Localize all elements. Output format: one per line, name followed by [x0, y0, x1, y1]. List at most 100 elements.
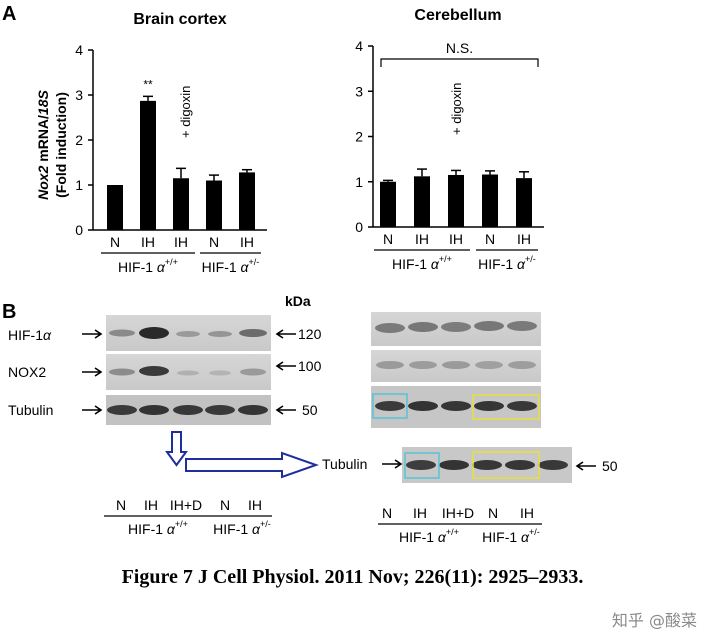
- blot-tubulin-extra: [402, 447, 572, 483]
- group-label: HIF-1 α+/+: [392, 254, 452, 272]
- category-label: N: [383, 231, 393, 247]
- alpha-glyph: α: [163, 521, 176, 537]
- band: [205, 405, 235, 415]
- group-sup: +/+: [439, 254, 452, 264]
- arrow-extra-right: [575, 461, 596, 471]
- lane-label: IH+D: [442, 505, 474, 521]
- y-tick-label: 2: [75, 132, 83, 148]
- watermark: 知乎 @酸菜: [611, 611, 697, 630]
- group-label-text: HIF-1: [392, 256, 427, 272]
- lane-group-text: HIF-1: [399, 529, 434, 545]
- lane-group-label: HIF-1 α+/+: [128, 519, 188, 537]
- group-label: HIF-1 α+/-: [202, 257, 260, 275]
- alpha-glyph: α: [153, 259, 166, 275]
- category-label: IH: [449, 231, 463, 247]
- group-label: HIF-1 α+/+: [118, 257, 178, 275]
- row-label-nox2: NOX2: [8, 364, 46, 380]
- panel-b-label: B: [2, 301, 16, 323]
- y-tick-label: 1: [355, 174, 363, 190]
- lane-label: IH: [144, 497, 158, 513]
- figure-7: A Brain cortex Nox2 mRNA/18S (Fold induc…: [2, 3, 618, 545]
- alpha-glyph: α: [43, 327, 52, 343]
- arrow-kda-120: [275, 329, 296, 339]
- lane-group-sup: +/+: [446, 527, 459, 537]
- highlight-box-cyan-2: [404, 452, 440, 479]
- extra-tubulin-label: Tubulin: [322, 456, 367, 472]
- chart-brain-cortex: Brain cortex Nox2 mRNA/18S (Fold inducti…: [35, 11, 267, 275]
- band: [474, 321, 504, 331]
- y-tick-label: 3: [355, 83, 363, 99]
- alpha-glyph: α: [513, 256, 526, 272]
- lane-label: N: [382, 505, 392, 521]
- y-label-mrna: mRNA/: [35, 115, 51, 166]
- hollow-arrow-down: [165, 431, 188, 467]
- band: [472, 460, 502, 470]
- band: [538, 460, 568, 470]
- ns-label: N.S.: [446, 40, 473, 56]
- lane-label: N: [116, 497, 126, 513]
- lane-label: IH: [413, 505, 427, 521]
- band: [505, 460, 535, 470]
- group-label-text: HIF-1: [202, 259, 237, 275]
- y-tick-label: 0: [355, 219, 363, 235]
- y-axis-label2-cortex: (Fold induction): [53, 92, 69, 198]
- y-axis-label-cortex: Nox2 mRNA/18S: [35, 89, 51, 199]
- bar: [173, 178, 189, 230]
- highlight-box-yellow-2: [472, 451, 540, 479]
- lane-group-label: HIF-1 α+/+: [399, 527, 459, 545]
- category-label: N: [209, 234, 219, 250]
- highlight-box-cyan: [372, 393, 408, 419]
- treatment-label: + digoxin: [178, 86, 193, 138]
- figure-caption: Figure 7 J Cell Physiol. 2011 Nov; 226(1…: [121, 566, 584, 588]
- category-label: IH: [240, 234, 254, 250]
- arrow-extra-left: [382, 459, 403, 469]
- band: [208, 331, 232, 337]
- y-tick-label: 4: [355, 38, 363, 54]
- lane-label: IH: [520, 505, 534, 521]
- group-label: HIF-1 α+/-: [478, 254, 536, 272]
- significance-marker: **: [143, 77, 153, 91]
- chart-title-cortex: Brain cortex: [133, 11, 226, 28]
- kda-50: 50: [302, 402, 318, 418]
- group-sup: +/-: [525, 254, 536, 264]
- band: [109, 329, 135, 337]
- band: [408, 401, 438, 411]
- band: [177, 370, 199, 376]
- lane-label: N: [220, 497, 230, 513]
- lane-group-label: HIF-1 α+/-: [213, 519, 271, 537]
- band: [139, 405, 169, 415]
- arrow-nox2-left: [82, 367, 103, 377]
- lane-group-sup: +/+: [175, 519, 188, 529]
- band: [409, 361, 437, 369]
- y-label-nox2: Nox2: [35, 165, 51, 199]
- band: [376, 361, 404, 369]
- blot-left: [106, 315, 271, 425]
- arrow-hif-left: [82, 329, 103, 339]
- band: [508, 361, 536, 369]
- band: [176, 331, 200, 337]
- lane-group-sup: +/-: [529, 527, 540, 537]
- category-label: IH: [415, 231, 429, 247]
- highlight-box-yellow: [472, 394, 540, 420]
- alpha-glyph: α: [427, 256, 440, 272]
- category-label: IH: [517, 231, 531, 247]
- treatment-label: + digoxin: [449, 83, 464, 135]
- band: [209, 370, 231, 376]
- lane-label: IH: [248, 497, 262, 513]
- band: [442, 361, 470, 369]
- hollow-arrow-right: [185, 451, 320, 479]
- arrow-kda-100: [275, 361, 296, 371]
- bar: [414, 176, 430, 227]
- band: [475, 361, 503, 369]
- group-sup: +/+: [165, 257, 178, 267]
- alpha-glyph: α: [248, 521, 261, 537]
- band: [139, 327, 169, 339]
- band: [441, 401, 471, 411]
- bar: [448, 174, 464, 227]
- row-label-hif: HIF-1α: [8, 327, 52, 343]
- band: [239, 329, 267, 337]
- band: [406, 460, 436, 470]
- category-label: IH: [174, 234, 188, 250]
